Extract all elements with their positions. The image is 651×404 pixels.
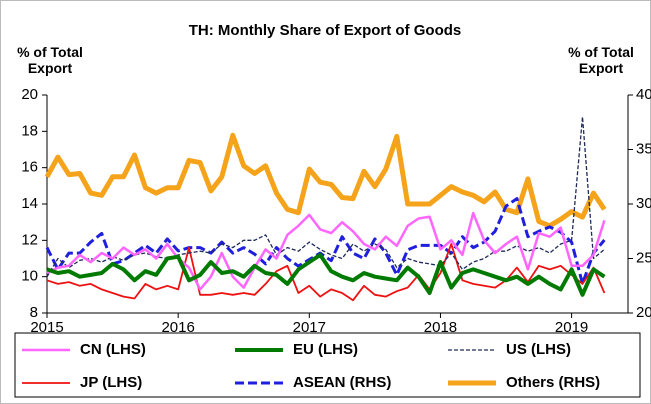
y2-tick-label: 40 [636, 86, 651, 103]
legend-label: EU (LHS) [293, 341, 358, 358]
y2-tick-label: 25 [636, 249, 651, 266]
x-tick-label: 2019 [555, 319, 588, 336]
series-line [45, 197, 606, 286]
x-tick-label: 2017 [293, 319, 326, 336]
y-tick-label: 10 [21, 268, 38, 285]
series-line [44, 132, 607, 229]
x-tick-label: 2018 [424, 319, 457, 336]
y2-axis-label: % of Total Export [568, 44, 634, 76]
series-line [46, 243, 606, 302]
y-tick-label: 8 [30, 304, 38, 321]
y-tick-label: 12 [21, 231, 38, 248]
series-line [46, 211, 606, 291]
legend-label: CN (LHS) [80, 341, 146, 358]
x-tick-label: 2016 [161, 319, 194, 336]
legend-label: US (LHS) [506, 341, 571, 358]
y-tick-label: 16 [21, 159, 38, 176]
y2-tick-label: 35 [636, 140, 651, 157]
y-tick-label: 20 [21, 86, 38, 103]
y2-tick-label: 20 [636, 304, 651, 321]
chart-title: TH: Monthly Share of Export of Goods [189, 22, 462, 39]
x-tick-label: 2015 [30, 319, 63, 336]
legend-box [14, 332, 641, 398]
legend-label: Others (RHS) [506, 374, 600, 391]
legend-label: ASEAN (RHS) [293, 374, 391, 391]
y2-tick-label: 30 [636, 195, 651, 212]
series-line [46, 252, 606, 297]
y-tick-label: 14 [21, 195, 38, 212]
y-axis-label: % of Total Export [17, 44, 83, 76]
legend-label: JP (LHS) [80, 374, 142, 391]
y-tick-label: 18 [21, 122, 38, 139]
